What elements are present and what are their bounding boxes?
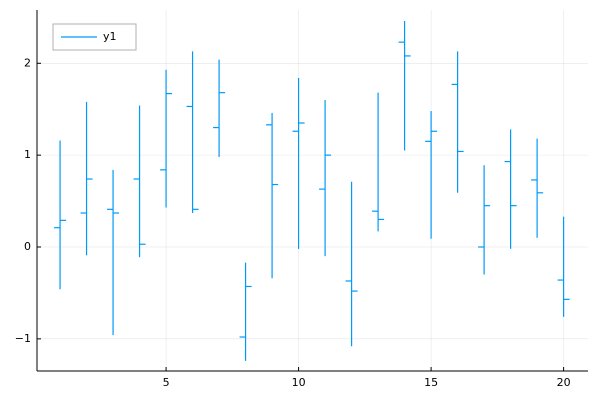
y-tick-label: −1 [15, 332, 31, 345]
y-tick-label: 2 [24, 56, 31, 69]
y-tick-label: 1 [24, 148, 31, 161]
y-tick-label: 0 [24, 240, 31, 253]
x-tick-label: 15 [424, 376, 438, 389]
x-tick-label: 20 [557, 376, 571, 389]
x-tick-label: 10 [292, 376, 306, 389]
legend-label: y1 [103, 30, 117, 43]
x-tick-label: 5 [163, 376, 170, 389]
